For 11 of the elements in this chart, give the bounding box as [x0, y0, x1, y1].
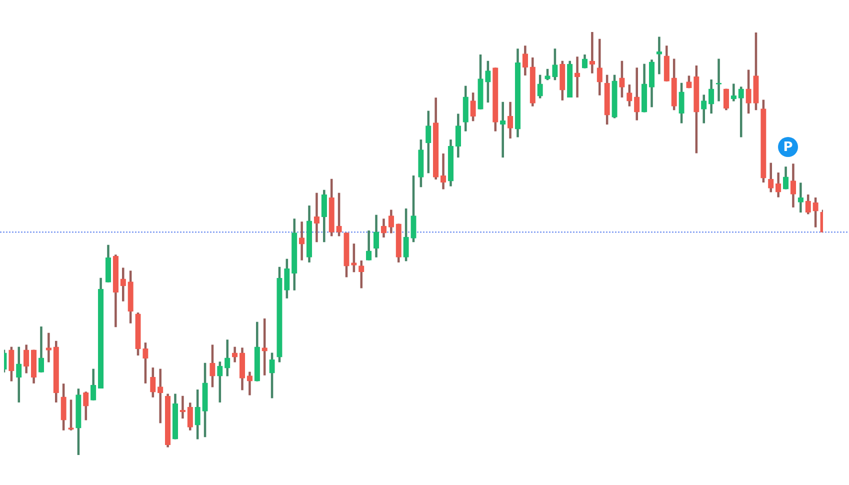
candlestick	[500, 102, 506, 158]
candlestick	[46, 332, 52, 362]
candlestick	[656, 36, 662, 74]
candlestick	[180, 396, 186, 419]
candlestick	[574, 56, 580, 98]
candlestick	[440, 153, 446, 190]
badge-icon: P	[778, 137, 798, 157]
candlestick	[298, 222, 305, 260]
candlestick	[798, 182, 804, 213]
candlestick	[158, 368, 164, 424]
candlestick	[314, 192, 320, 242]
